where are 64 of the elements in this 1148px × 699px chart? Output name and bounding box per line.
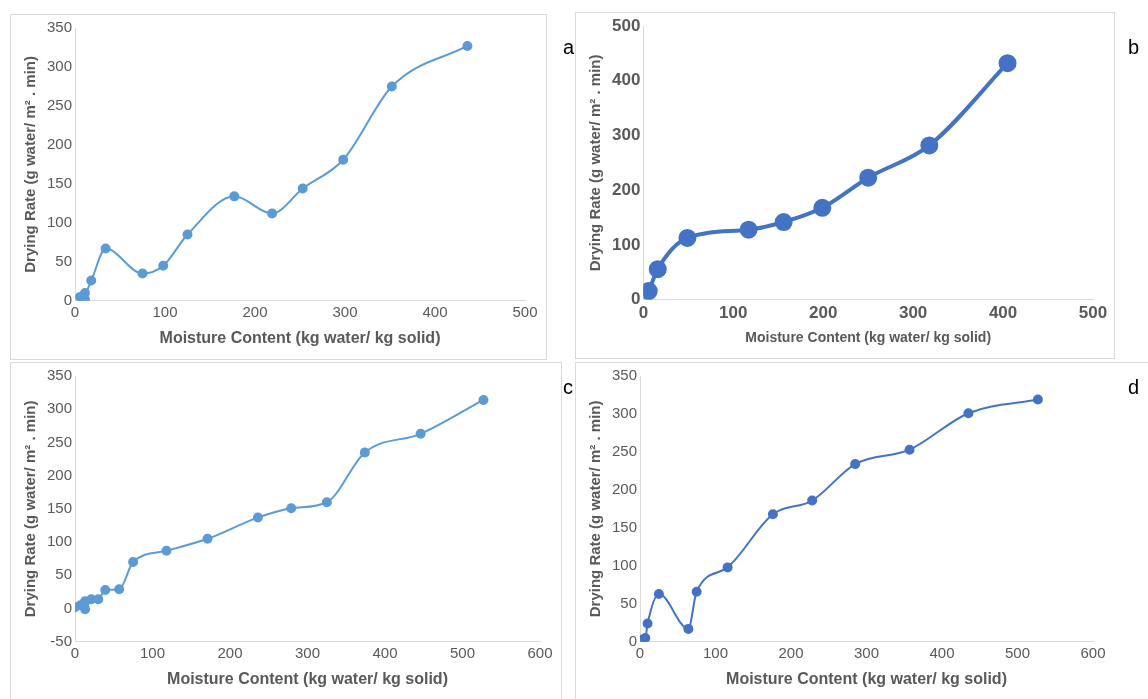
y-tick-label: 350 (47, 366, 73, 384)
x-tick-label: 400 (422, 302, 448, 320)
x-tick-label: 300 (295, 643, 321, 661)
y-tick-label: 250 (612, 442, 638, 460)
y-tick-label: 350 (47, 18, 73, 36)
x-tick-label: 300 (332, 302, 358, 320)
x-tick-label: 100 (152, 302, 178, 320)
y-tick-label: 100 (47, 532, 73, 550)
y-tick-label: 0 (63, 598, 73, 616)
x-tick-label: 500 (449, 643, 476, 661)
x-tick-label: 600 (1080, 643, 1106, 661)
x-tick-label: 600 (527, 643, 553, 661)
x-tick-label: 400 (988, 302, 1018, 322)
text: c (563, 376, 573, 399)
y-tick-label: 300 (611, 125, 641, 145)
x-axis-title: Moisture Content (kg water/ kg solid) (745, 329, 992, 346)
x-axis-title: Moisture Content (kg water/ kg solid) (167, 669, 448, 687)
y-tick-label: 50 (55, 251, 73, 269)
x-tick-label: 300 (854, 643, 880, 661)
x-tick-label: 300 (898, 302, 928, 322)
x-tick-label: 100 (140, 643, 166, 661)
x-axis-title: Moisture Content (kg water/ kg solid) (159, 328, 441, 346)
y-axis-title: Drying Rate (g water/ m² . min) (586, 400, 604, 618)
y-tick-label: 0 (63, 290, 73, 308)
y-tick-label: 150 (612, 518, 638, 536)
y-tick-label: 300 (47, 57, 73, 75)
y-tick-label: 100 (612, 556, 638, 573)
y-tick-label: 300 (47, 399, 73, 417)
y-axis-title: Drying Rate (g water/ m² . min) (21, 400, 39, 618)
y-tick-label: -50 (50, 631, 73, 649)
x-tick-label: 100 (719, 302, 748, 322)
x-tick-label: 500 (1004, 643, 1031, 661)
x-tick-label: 200 (809, 302, 838, 322)
x-tick-label: 500 (1078, 302, 1108, 322)
x-axis-title: Moisture Content (kg water/ kg solid) (726, 669, 1007, 687)
x-tick-label: 400 (372, 643, 398, 661)
y-tick-label: 350 (612, 366, 638, 384)
y-tick-label: 200 (47, 135, 73, 153)
y-tick-label: 200 (47, 465, 73, 483)
y-tick-label: 200 (612, 480, 638, 498)
y-tick-label: 150 (47, 174, 73, 192)
y-tick-label: 300 (612, 404, 638, 422)
x-tick-label: 200 (217, 643, 243, 661)
y-tick-label: 500 (611, 15, 641, 35)
x-tick-label: 200 (242, 302, 268, 320)
y-tick-label: 250 (47, 96, 73, 114)
x-tick-label: 100 (703, 643, 729, 661)
y-tick-label: 400 (611, 70, 641, 90)
y-tick-label: 0 (628, 631, 638, 649)
text: a (563, 36, 575, 59)
y-axis-title: Drying Rate (g water/ m² . min) (586, 54, 604, 272)
y-tick-label: 100 (47, 213, 73, 230)
x-tick-label: 200 (778, 643, 804, 661)
y-tick-label: 50 (620, 593, 638, 611)
text: d (1128, 376, 1140, 399)
x-tick-label: 500 (512, 302, 538, 320)
y-tick-label: 150 (47, 499, 73, 517)
text: b (1128, 36, 1140, 59)
y-tick-label: 50 (55, 565, 73, 583)
y-axis-title: Drying Rate (g water/ m² . min) (21, 56, 39, 273)
y-tick-label: 200 (611, 179, 641, 199)
y-tick-label: 250 (47, 432, 73, 450)
x-tick-label: 400 (929, 643, 955, 661)
y-tick-label: 100 (611, 234, 641, 254)
